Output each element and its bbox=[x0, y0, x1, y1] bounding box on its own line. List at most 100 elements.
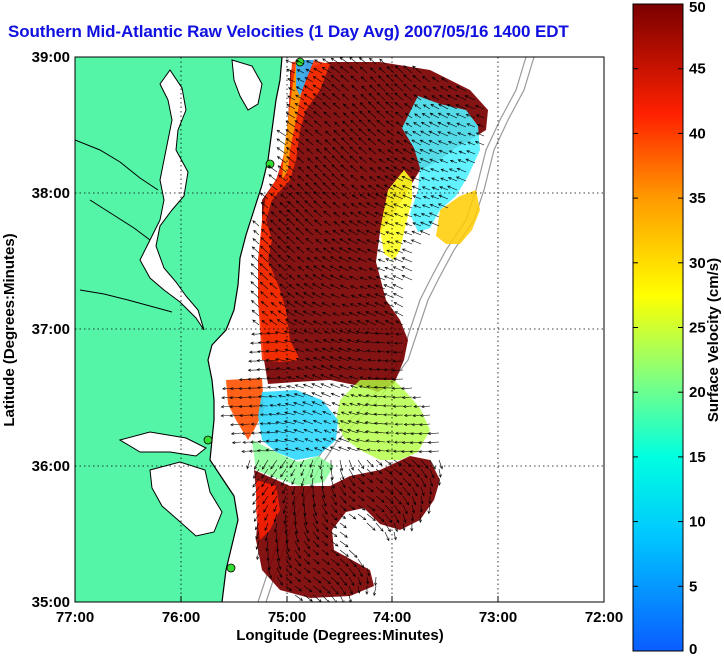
velocity-arrow bbox=[341, 93, 350, 101]
velocity-arrow bbox=[329, 374, 341, 380]
velocity-arrow bbox=[349, 285, 359, 290]
velocity-arrow bbox=[339, 65, 350, 74]
velocity-arrow bbox=[437, 140, 449, 146]
velocity-arrow bbox=[392, 284, 404, 290]
x-tick-label: 73:00 bbox=[479, 609, 517, 626]
velocity-arrow bbox=[359, 102, 368, 110]
velocity-arrow bbox=[250, 341, 260, 345]
velocity-arrow bbox=[312, 101, 323, 110]
velocity-arrow bbox=[386, 158, 395, 164]
velocity-arrow bbox=[253, 468, 260, 479]
velocity-arrow bbox=[457, 132, 467, 137]
velocity-arrow bbox=[400, 450, 413, 454]
velocity-arrow bbox=[474, 105, 485, 110]
velocity-arrow bbox=[365, 311, 377, 317]
velocity-arrow bbox=[439, 186, 449, 191]
velocity-arrow bbox=[374, 320, 386, 326]
velocity-arrow bbox=[339, 284, 350, 290]
velocity-arrow bbox=[365, 230, 377, 236]
velocity-arrow bbox=[410, 239, 422, 245]
velocity-arrow bbox=[438, 194, 449, 200]
velocity-arrow bbox=[423, 95, 431, 101]
velocity-arrow bbox=[341, 128, 350, 137]
velocity-arrow bbox=[270, 310, 278, 317]
velocity-arrow bbox=[313, 330, 323, 335]
velocity-arrow bbox=[419, 149, 431, 155]
velocity-arrow bbox=[310, 468, 314, 479]
velocity-arrow bbox=[303, 93, 314, 101]
velocity-arrow bbox=[250, 299, 260, 308]
velocity-arrow bbox=[277, 385, 287, 389]
velocity-arrow bbox=[332, 411, 341, 416]
velocity-arrow bbox=[402, 486, 411, 496]
velocity-arrow bbox=[312, 585, 322, 593]
radar-station-marker bbox=[226, 563, 236, 573]
velocity-arrow bbox=[331, 83, 341, 92]
velocity-arrow bbox=[312, 558, 320, 565]
velocity-arrow bbox=[366, 248, 377, 254]
velocity-arrow bbox=[386, 341, 395, 345]
velocity-arrow bbox=[348, 567, 356, 577]
velocity-arrow bbox=[392, 449, 404, 453]
velocity-arrow bbox=[350, 111, 359, 119]
velocity-arrow bbox=[268, 412, 278, 416]
velocity-arrow bbox=[294, 567, 302, 575]
velocity-arrow bbox=[255, 540, 260, 550]
velocity-arrow bbox=[283, 429, 296, 434]
velocity-arrow bbox=[401, 440, 413, 445]
velocity-arrow bbox=[323, 210, 332, 218]
velocity-arrow bbox=[394, 222, 404, 227]
velocity-arrow bbox=[278, 218, 287, 227]
velocity-arrow bbox=[412, 84, 422, 92]
velocity-arrow bbox=[365, 302, 377, 308]
velocity-arrow bbox=[384, 513, 393, 524]
velocity-arrow bbox=[356, 248, 368, 254]
velocity-arrow bbox=[266, 376, 278, 380]
velocity-arrow bbox=[321, 504, 328, 515]
velocity-arrow bbox=[412, 74, 422, 83]
velocity-arrow bbox=[367, 137, 377, 146]
velocity-arrow bbox=[306, 257, 314, 263]
velocity-arrow bbox=[295, 292, 305, 299]
velocity-arrow bbox=[309, 459, 314, 468]
velocity-arrow bbox=[268, 263, 278, 272]
velocity-arrow bbox=[284, 411, 296, 416]
velocity-arrow bbox=[329, 347, 341, 353]
velocity-arrow bbox=[412, 195, 422, 200]
velocity-arrow bbox=[278, 273, 287, 281]
velocity-arrow bbox=[348, 495, 356, 502]
velocity-arrow bbox=[321, 522, 329, 531]
velocity-arrow bbox=[346, 348, 359, 353]
velocity-arrow bbox=[312, 419, 323, 425]
velocity-arrow bbox=[321, 92, 332, 101]
velocity-arrow bbox=[356, 348, 368, 353]
velocity-arrow bbox=[330, 57, 341, 65]
velocity-arrow bbox=[348, 266, 359, 272]
velocity-arrow bbox=[386, 249, 395, 254]
velocity-arrow bbox=[419, 139, 431, 146]
velocity-arrow bbox=[340, 220, 350, 227]
velocity-arrow bbox=[438, 459, 443, 470]
velocity-arrow bbox=[350, 394, 359, 398]
velocity-arrow bbox=[348, 558, 357, 568]
velocity-arrow bbox=[321, 356, 332, 362]
velocity-arrow bbox=[466, 150, 476, 155]
velocity-field bbox=[226, 60, 488, 598]
velocity-arrow bbox=[356, 411, 368, 416]
velocity-arrow bbox=[322, 411, 332, 416]
velocity-arrow bbox=[322, 321, 332, 326]
velocity-arrow bbox=[286, 209, 296, 218]
velocity-arrow bbox=[323, 429, 332, 434]
velocity-arrow bbox=[357, 459, 365, 470]
velocity-arrow bbox=[366, 202, 377, 209]
velocity-arrow bbox=[392, 404, 404, 408]
colorbar-tick-label: 0 bbox=[689, 641, 697, 658]
velocity-arrow bbox=[342, 112, 350, 119]
velocity-arrow bbox=[277, 165, 287, 173]
velocity-arrow bbox=[270, 302, 278, 308]
velocity-arrow bbox=[355, 330, 368, 335]
velocity-arrow bbox=[386, 240, 395, 245]
velocity-arrow bbox=[342, 203, 350, 209]
velocity-arrow bbox=[375, 513, 385, 523]
velocity-arrow bbox=[375, 504, 385, 513]
